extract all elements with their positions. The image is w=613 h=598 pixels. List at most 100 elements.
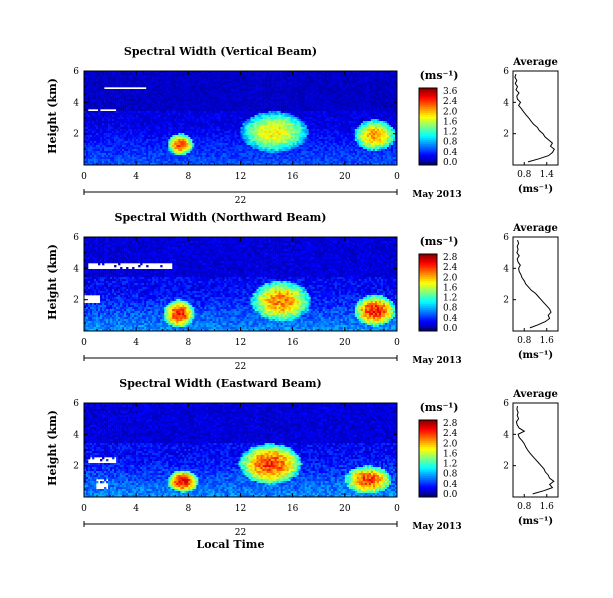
heatmap-cell xyxy=(241,79,243,81)
heatmap-cell xyxy=(371,121,373,123)
heatmap-cell xyxy=(212,73,214,75)
heatmap-cell xyxy=(138,133,140,135)
heatmap-cell xyxy=(180,85,182,87)
heatmap-cell xyxy=(234,95,236,97)
heatmap-cell xyxy=(383,91,385,93)
heatmap-cell xyxy=(236,73,238,75)
heatmap-cell xyxy=(114,125,116,127)
heatmap-cell xyxy=(249,99,251,101)
heatmap-cell xyxy=(251,97,253,99)
heatmap-cell xyxy=(130,81,132,83)
heatmap-cell xyxy=(355,75,357,77)
heatmap-cell xyxy=(146,109,148,111)
heatmap-cells xyxy=(84,71,397,165)
heatmap-cell xyxy=(144,77,146,79)
heatmap-cell xyxy=(331,127,333,129)
heatmap-cell xyxy=(224,107,226,109)
heatmap-cell xyxy=(281,121,283,123)
heatmap-cell xyxy=(108,115,110,117)
heatmap-cell xyxy=(369,133,371,135)
heatmap-cell xyxy=(218,101,220,103)
heatmap-cell xyxy=(178,109,180,111)
heatmap-cell xyxy=(367,83,369,85)
heatmap-cell xyxy=(263,127,265,129)
heatmap-cell xyxy=(130,119,132,121)
heatmap-cell xyxy=(174,105,176,107)
heatmap-cell xyxy=(188,97,190,99)
heatmap-cell xyxy=(363,95,365,97)
heatmap-cell xyxy=(313,93,315,95)
heatmap-cell xyxy=(124,99,126,101)
heatmap-cell xyxy=(251,129,253,131)
heatmap-cell xyxy=(216,75,218,77)
heatmap-cell xyxy=(94,87,96,89)
heatmap-cell xyxy=(391,85,393,87)
heatmap-cell xyxy=(224,85,226,87)
heatmap-cell xyxy=(389,107,391,109)
heatmap-cell xyxy=(144,115,146,117)
heatmap-cell xyxy=(224,123,226,125)
heatmap-cell xyxy=(220,109,222,111)
heatmap-cell xyxy=(196,113,198,115)
heatmap-cell xyxy=(251,105,253,107)
heatmap-cell xyxy=(255,103,257,105)
heatmap-cell xyxy=(275,97,277,99)
heatmap-cell xyxy=(389,99,391,101)
heatmap-cell xyxy=(158,109,160,111)
heatmap-cell xyxy=(168,101,170,103)
heatmap-cell xyxy=(387,83,389,85)
heatmap-cell xyxy=(385,101,387,103)
heatmap-cell xyxy=(88,99,90,101)
heatmap-cell xyxy=(122,73,124,75)
heatmap-cell xyxy=(206,79,208,81)
heatmap-cell xyxy=(162,89,164,91)
heatmap-cell xyxy=(379,115,381,117)
heatmap-cell xyxy=(90,135,92,137)
heatmap-cell xyxy=(164,91,166,93)
heatmap-cell xyxy=(114,101,116,103)
heatmap-cell xyxy=(230,127,232,129)
heatmap-cell xyxy=(200,87,202,89)
heatmap-cell xyxy=(120,91,122,93)
heatmap-cell xyxy=(263,99,265,101)
heatmap-cell xyxy=(267,103,269,105)
heatmap-cell xyxy=(120,101,122,103)
heatmap-cell xyxy=(285,83,287,85)
heatmap-cell xyxy=(130,131,132,133)
heatmap-cell xyxy=(190,89,192,91)
heatmap-cell xyxy=(134,107,136,109)
heatmap-cell xyxy=(299,79,301,81)
heatmap-cell xyxy=(152,107,154,109)
heatmap-cell xyxy=(216,97,218,99)
heatmap-cell xyxy=(255,115,257,117)
heatmap-cell xyxy=(208,133,210,135)
heatmap-cell xyxy=(232,93,234,95)
heatmap-cell xyxy=(269,109,271,111)
heatmap-cell xyxy=(126,89,128,91)
heatmap-cell xyxy=(124,119,126,121)
heatmap-cell xyxy=(120,115,122,117)
heatmap-cell xyxy=(361,99,363,101)
heatmap-cell xyxy=(192,77,194,79)
heatmap-cell xyxy=(383,119,385,121)
heatmap-cell xyxy=(241,91,243,93)
heatmap-cell xyxy=(391,109,393,111)
heatmap-cell xyxy=(206,93,208,95)
heatmap-cell xyxy=(208,73,210,75)
heatmap-cell xyxy=(271,85,273,87)
heatmap-cell xyxy=(98,117,100,119)
heatmap-cell xyxy=(166,85,168,87)
heatmap-cell xyxy=(234,101,236,103)
heatmap-cell xyxy=(146,93,148,95)
heatmap-cell xyxy=(158,93,160,95)
heatmap-cell xyxy=(343,133,345,135)
heatmap-cell xyxy=(128,89,130,91)
heatmap-cell xyxy=(102,107,104,109)
heatmap-cell xyxy=(277,81,279,83)
heatmap-cell xyxy=(140,133,142,135)
heatmap-cell xyxy=(349,127,351,129)
heatmap-cell xyxy=(198,103,200,105)
heatmap-cell xyxy=(148,81,150,83)
heatmap-cell xyxy=(311,99,313,101)
heatmap-cell xyxy=(375,133,377,135)
